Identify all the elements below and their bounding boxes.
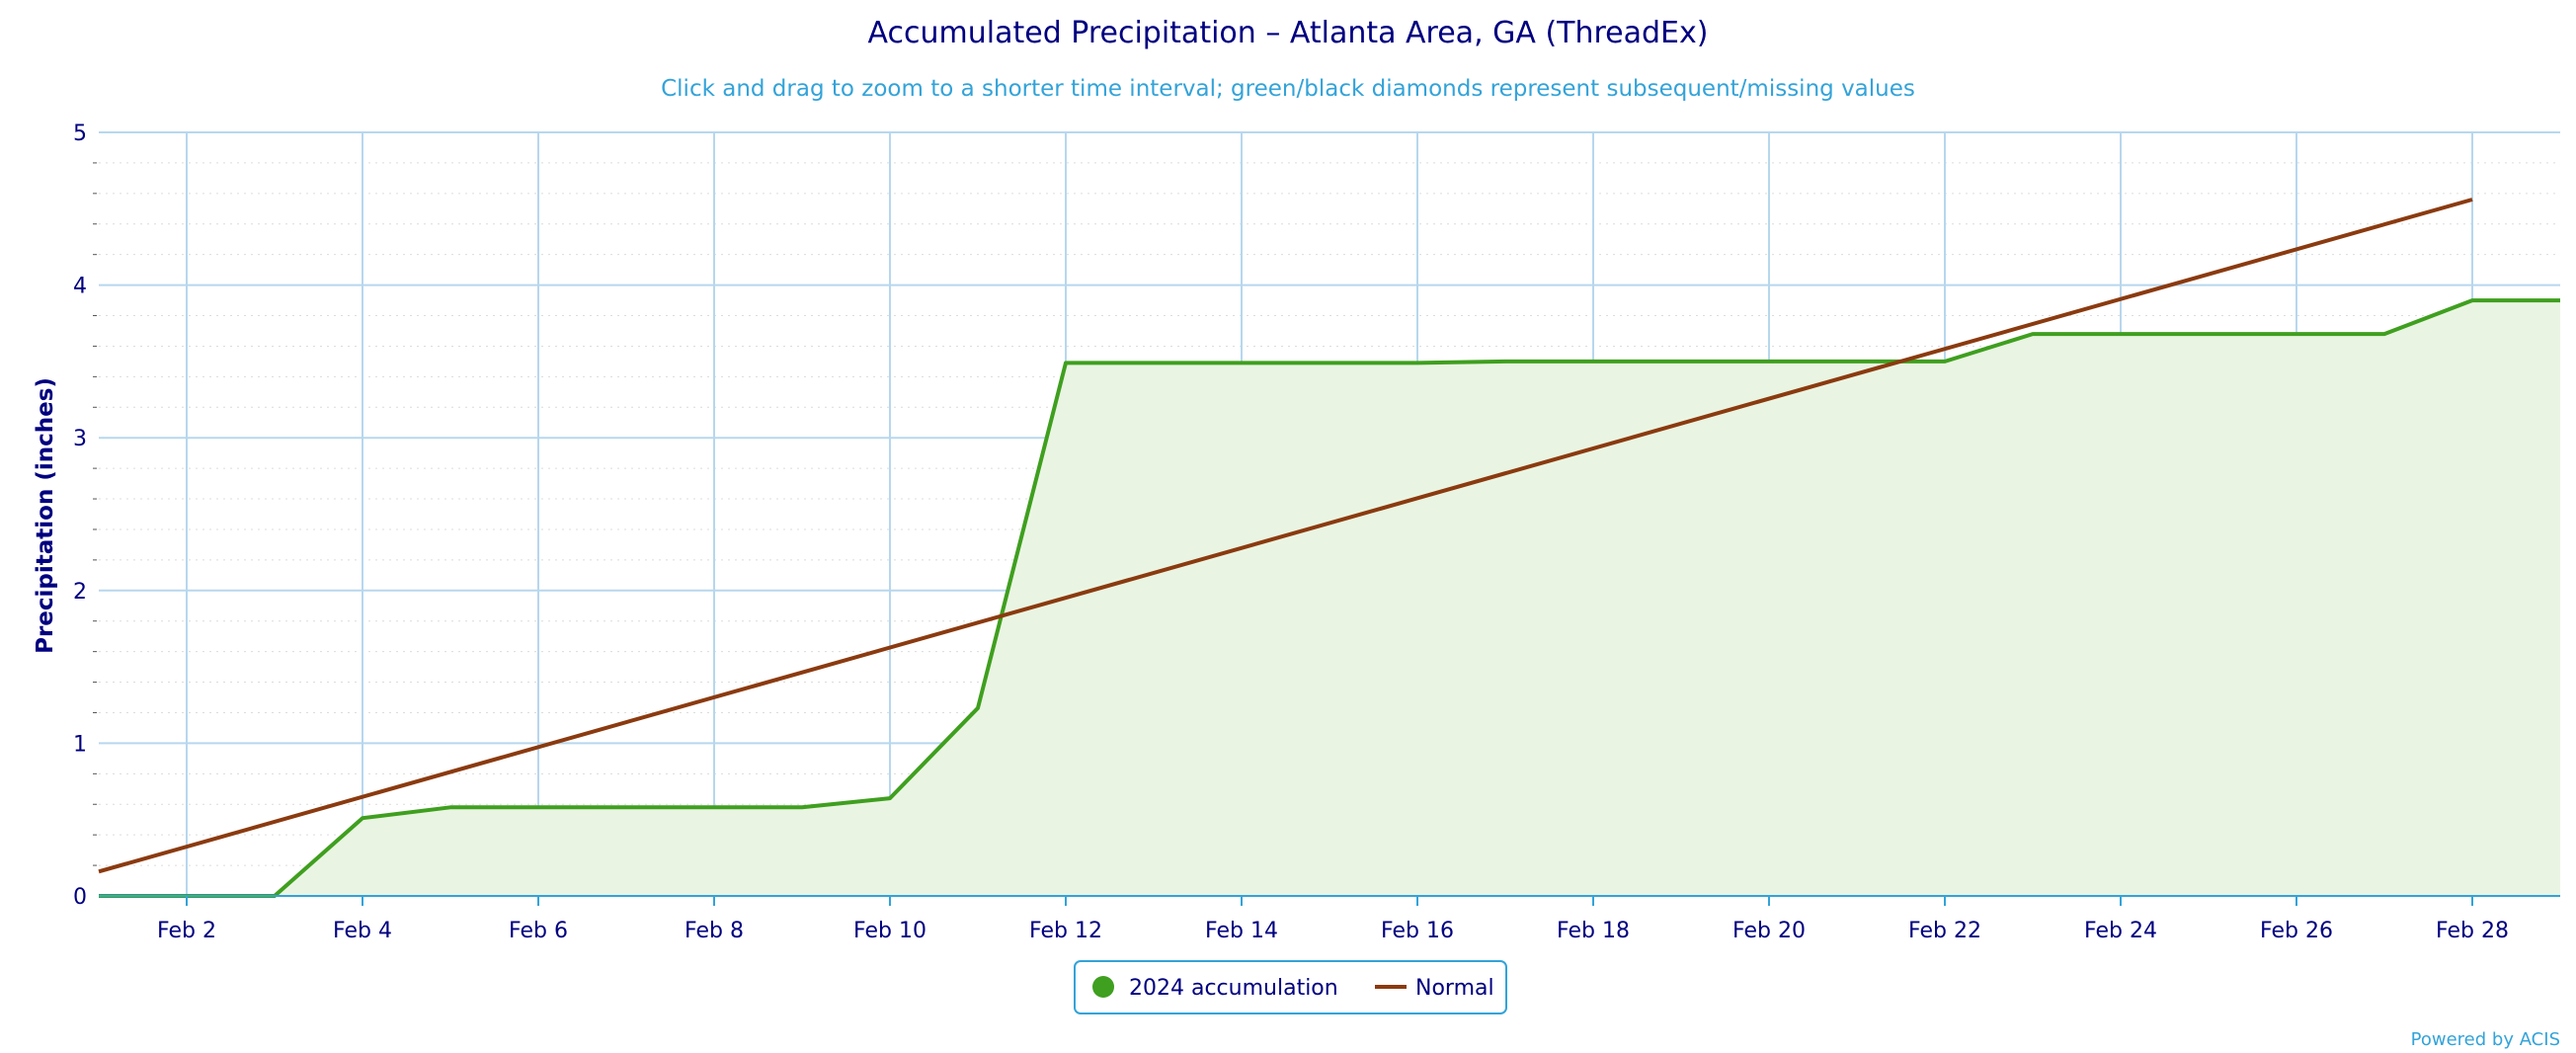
x-tick-label: Feb 12 [1029,919,1102,943]
legend-label-normal: Normal [1415,976,1494,1001]
x-tick-label: Feb 8 [684,919,744,943]
x-tick-label: Feb 20 [1732,919,1806,943]
legend-box [1074,960,1507,1014]
y-tick-label: 5 [73,122,87,146]
x-tick-label: Feb 24 [2084,919,2157,943]
accumulation-area-layer [99,300,2560,897]
y-tick-label: 1 [73,732,87,757]
axis-layer: 0 1 2 3 4 5 Feb 2 Feb 4 Feb 6 Feb 8 Feb 10 Feb 12 Fe… [73,122,2560,943]
series-area-fill [99,300,2560,897]
x-tick-label: Feb 16 [1381,919,1454,943]
series-line-2024-accumulation[interactable] [99,298,2560,898]
legend-marker-circle-icon [1092,976,1114,998]
series-line-normal[interactable] [98,198,2473,874]
y-tick-label: 0 [73,885,87,910]
x-tick-label: Feb 22 [1908,919,1981,943]
chart-subtitle: Click and drag to zoom to a shorter time… [661,76,1915,102]
series-line-layer [98,198,2560,898]
powered-by-credit[interactable]: Powered by ACIS [2411,1029,2560,1050]
y-axis-label: Precipitation (inches) [33,377,58,654]
legend[interactable]: 2024 accumulation Normal [1074,960,1507,1014]
x-tick-label: Feb 10 [853,919,926,943]
y-tick-label: 4 [73,275,87,299]
x-tick-label: Feb 18 [1557,919,1630,943]
x-tick-label: Feb 14 [1205,919,1278,943]
legend-label-2024-accumulation: 2024 accumulation [1129,976,1338,1001]
x-tick-label: Feb 2 [157,919,216,943]
x-tick-label: Feb 6 [509,919,568,943]
x-tick-label: Feb 4 [333,919,392,943]
y-tick-label: 3 [73,427,87,451]
x-tick-label: Feb 28 [2436,919,2509,943]
y-tick-label: 2 [73,580,87,605]
legend-item-2024-accumulation[interactable]: 2024 accumulation [1092,976,1338,1001]
chart-title: Accumulated Precipitation – Atlanta Area… [868,16,1709,50]
legend-item-normal[interactable]: Normal [1375,976,1494,1001]
x-tick-label: Feb 26 [2260,919,2333,943]
